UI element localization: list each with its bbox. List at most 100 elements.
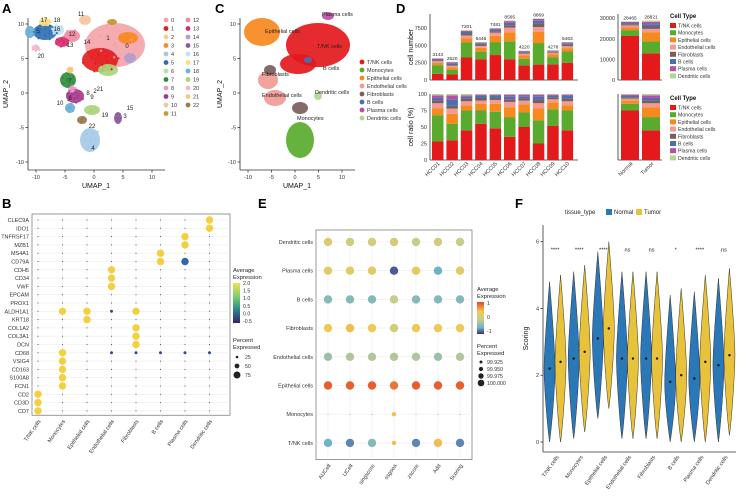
d-bottomright-xtick: Tumor — [640, 161, 655, 176]
b-dot — [135, 385, 137, 387]
umap-c-cluster — [264, 65, 276, 75]
b-dot — [160, 269, 161, 271]
umap-a-cell — [71, 69, 74, 72]
f-ytick: 6 — [536, 240, 539, 246]
b-dot — [135, 236, 137, 238]
b-celltype-label: Fibroblasts — [120, 419, 140, 445]
bar-segment-t-nk-cells — [489, 128, 502, 160]
umap-a-cell — [99, 66, 102, 70]
umap-a-cell — [124, 55, 127, 59]
umap-a-cell — [119, 117, 122, 120]
d-top-total-label: 7201 — [461, 24, 472, 30]
e-celltype-label: Endothelial cells — [273, 355, 313, 361]
umap-a-cell — [37, 37, 40, 40]
umap-a-cell — [38, 32, 41, 35]
b-gene-label: VWF — [17, 284, 30, 290]
b-dot — [156, 257, 165, 266]
bar-segment-endothelial-cells — [432, 61, 444, 63]
b-dot — [111, 402, 112, 404]
umap-a-cell — [62, 39, 65, 42]
bar-segment-plasma-cells — [532, 18, 545, 21]
bar-segment-endothelial-cells — [621, 98, 639, 101]
b-dot — [135, 219, 137, 221]
b-dot — [83, 307, 91, 315]
b-dot — [111, 227, 112, 229]
b-dot — [111, 377, 112, 379]
f-legend-title: tissue_type — [565, 210, 596, 216]
umap-a-cell — [94, 106, 97, 110]
bar-segment-monocytes — [547, 109, 559, 126]
d-legend-label: T/NK cells — [678, 106, 702, 112]
bar-segment-epithelial-cells — [561, 48, 574, 52]
e-dot — [433, 295, 443, 304]
bar-segment-epithelial-cells — [504, 32, 516, 42]
umap-a-cell — [71, 89, 74, 92]
umap-a-legend-swatch — [163, 77, 169, 82]
b-dot — [183, 351, 187, 355]
b-gene-label: CD7 — [18, 409, 29, 415]
b-dot — [135, 285, 137, 287]
umap-a-legend-swatch — [163, 94, 169, 99]
f-ytick: 2 — [536, 373, 539, 379]
bar-segment-b-cells — [642, 24, 660, 27]
umap-c-cluster — [286, 122, 314, 158]
umap-a-cell — [77, 94, 80, 97]
b-dot — [135, 244, 137, 246]
e-legend-color-tick: 1 — [487, 301, 490, 307]
umap-a-cluster-13 — [55, 37, 69, 47]
umap-c-celltype-label: Endothelial cells — [262, 93, 302, 99]
umap-a-cell — [73, 106, 76, 109]
umap-a-cell — [71, 90, 74, 93]
b-dot — [111, 393, 112, 395]
bar-segment-endothelial-cells — [642, 28, 660, 33]
umap-a-cell — [96, 130, 99, 133]
b-dot — [37, 385, 39, 387]
d-legend-title: Cell Type — [670, 96, 697, 102]
umap-a-cell — [43, 19, 46, 22]
umap-a-cell — [70, 86, 73, 89]
umap-a-cluster-label: 18 — [54, 18, 61, 24]
bar-segment-t-nk-cells — [432, 141, 444, 160]
bar-segment-epithelial-cells — [621, 27, 639, 31]
bar-segment-fibroblasts — [642, 26, 660, 29]
e-dot — [411, 352, 421, 361]
panel-label-e: E — [258, 196, 267, 211]
bar-segment-plasma-cells — [561, 94, 574, 96]
f-median-dot — [679, 374, 683, 377]
bar-segment-monocytes — [475, 51, 487, 60]
f-xtick: Plasma cells — [683, 455, 706, 484]
b-dot — [111, 360, 112, 362]
umap-a-cell — [71, 92, 74, 95]
umap-c-legend-swatch — [359, 115, 365, 121]
umap-xtick: 10 — [149, 175, 155, 181]
umap-ytick: 5 — [21, 57, 24, 63]
umap-a-cluster-label: 2 — [93, 89, 97, 95]
b-dot — [37, 261, 39, 262]
bar-segment-epithelial-cells — [446, 113, 458, 124]
b-dot — [34, 407, 42, 415]
b-dot — [86, 377, 88, 379]
bar-segment-fibroblasts — [475, 44, 487, 46]
bar-segment-t-nk-cells — [504, 136, 516, 160]
umap-a-legend-label: 1 — [171, 27, 174, 33]
b-celltype-label: Dendritic cells — [190, 419, 215, 451]
umap-a-cell — [60, 25, 63, 28]
umap-c-legend-swatch — [359, 91, 365, 97]
f-ytick: 0 — [536, 440, 539, 446]
umap-a-cell — [57, 26, 60, 29]
bar-segment-monocytes — [532, 43, 545, 65]
umap-a-cell — [59, 39, 63, 42]
e-dot — [323, 438, 333, 448]
b-dot — [37, 302, 39, 304]
umap-a-cell — [90, 105, 93, 108]
bar-segment-fibroblasts — [621, 97, 639, 99]
umap-c-legend-swatch — [359, 59, 365, 65]
umap-ytick: 0 — [21, 91, 24, 97]
umap-a-cell — [85, 132, 88, 135]
e-method-label: ssgsea — [384, 463, 399, 481]
bar-segment-dendritic-cells — [475, 94, 487, 95]
umap-a-cell — [62, 81, 65, 85]
b-dot — [160, 377, 161, 379]
f-violin — [675, 288, 687, 443]
b-legend-color-tick: 0.0 — [243, 311, 250, 317]
